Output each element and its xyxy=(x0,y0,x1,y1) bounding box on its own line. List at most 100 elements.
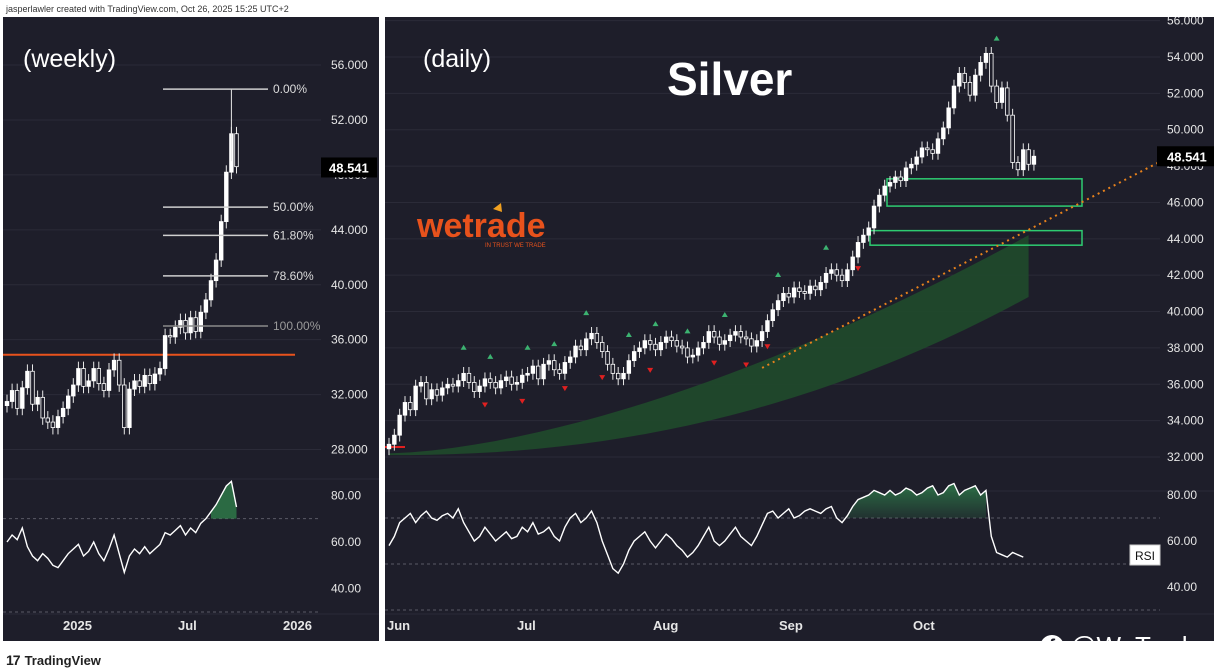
daily-candle xyxy=(504,376,509,382)
daily-chart-panel[interactable]: 56.00054.00052.00050.00048.00046.00044.0… xyxy=(385,17,1214,641)
daily-candle xyxy=(818,282,823,291)
daily-price-tick: 50.000 xyxy=(1167,123,1204,137)
weekly-last-price-tag xyxy=(321,157,377,178)
daily-chart-canvas[interactable]: 56.00054.00052.00050.00048.00046.00044.0… xyxy=(385,17,1214,641)
weekly-price-tick: 32.000 xyxy=(331,388,368,402)
daily-buy-signal-marker xyxy=(460,344,467,350)
daily-support-zone xyxy=(869,229,1083,246)
weekly-candle xyxy=(81,368,86,387)
daily-candle xyxy=(1005,87,1010,116)
weekly-rsi-tick: 40.00 xyxy=(331,582,361,596)
weekly-candle xyxy=(218,221,224,261)
daily-candle xyxy=(759,331,765,342)
weekly-price-tick: 40.000 xyxy=(331,278,368,292)
daily-candle xyxy=(669,336,674,342)
daily-candle xyxy=(690,354,696,358)
weekly-candle xyxy=(167,335,173,338)
daily-candle xyxy=(621,372,626,380)
fib-level-label: 78.60% xyxy=(273,269,314,283)
social-handle: f @WeTrade xyxy=(1040,631,1202,641)
daily-candle xyxy=(695,347,701,356)
daily-candle xyxy=(466,372,472,383)
daily-candle xyxy=(893,176,898,183)
weekly-candle xyxy=(20,387,25,409)
daily-candle xyxy=(973,74,978,96)
daily-candle xyxy=(850,256,855,271)
daily-candle xyxy=(935,138,941,154)
weekly-candle xyxy=(101,383,107,391)
daily-candle xyxy=(717,336,722,345)
weekly-candle xyxy=(208,280,214,301)
weekly-candle xyxy=(127,388,132,428)
weekly-candle xyxy=(147,374,152,385)
weekly-candle xyxy=(162,335,168,369)
daily-candle xyxy=(418,382,424,387)
daily-candle xyxy=(397,414,402,436)
daily-candle xyxy=(685,347,690,358)
daily-candle xyxy=(749,338,754,347)
daily-candle xyxy=(722,340,727,345)
daily-candle xyxy=(589,332,594,340)
daily-buy-signal-marker xyxy=(775,272,782,277)
weekly-candle xyxy=(66,395,71,409)
daily-candle xyxy=(1010,114,1015,163)
weekly-candle xyxy=(152,373,158,385)
daily-candle xyxy=(488,378,493,383)
weekly-candle xyxy=(86,380,91,387)
daily-rsi-tick: 60.00 xyxy=(1167,534,1197,548)
daily-candle xyxy=(605,351,610,365)
daily-candle xyxy=(903,167,909,182)
daily-price-tick: 44.000 xyxy=(1167,232,1204,246)
weekly-candle xyxy=(91,368,96,382)
daily-candle xyxy=(573,345,578,358)
weekly-candle xyxy=(55,416,61,428)
daily-candle xyxy=(631,351,637,362)
weekly-candle xyxy=(173,326,178,338)
daily-last-price-tag xyxy=(1157,146,1214,167)
daily-price-tick: 52.000 xyxy=(1167,86,1204,100)
daily-candle xyxy=(429,389,434,400)
daily-candle xyxy=(637,347,642,352)
weekly-candle xyxy=(96,368,101,385)
daily-candle xyxy=(919,147,925,158)
daily-candle xyxy=(514,382,520,385)
daily-time-tick: Jul xyxy=(517,618,536,633)
daily-title: (daily) xyxy=(423,45,491,73)
daily-candle xyxy=(941,127,946,140)
weekly-candle xyxy=(213,259,219,282)
daily-candle xyxy=(498,380,504,389)
daily-candle xyxy=(839,274,845,282)
daily-candle xyxy=(791,287,797,298)
daily-candle xyxy=(525,372,530,376)
daily-candle xyxy=(552,360,557,371)
weekly-chart-panel[interactable]: 56.00052.00048.00044.00040.00036.00032.0… xyxy=(3,17,379,641)
tradingview-footer[interactable]: 17 TradingView xyxy=(6,652,101,668)
weekly-chart-canvas[interactable]: 56.00052.00048.00044.00040.00036.00032.0… xyxy=(3,17,379,641)
daily-candle xyxy=(440,387,445,396)
weekly-price-tick: 56.000 xyxy=(331,58,368,72)
daily-candle xyxy=(775,300,781,311)
weekly-candle xyxy=(106,369,112,391)
weekly-candle xyxy=(60,407,66,417)
daily-candle xyxy=(386,443,392,450)
weekly-candle xyxy=(137,380,142,387)
daily-buy-signal-marker xyxy=(625,332,632,337)
daily-support-zone xyxy=(886,178,1083,207)
daily-sell-signal-marker xyxy=(561,386,568,392)
daily-candle xyxy=(925,147,930,151)
weekly-candle xyxy=(157,368,163,375)
svg-text:IN TRUST WE TRADE: IN TRUST WE TRADE xyxy=(485,243,546,249)
daily-candle xyxy=(424,382,429,400)
daily-candle xyxy=(594,332,600,343)
daily-price-tick: 54.000 xyxy=(1167,50,1204,64)
daily-sell-signal-marker xyxy=(599,375,606,381)
daily-candle xyxy=(568,356,573,363)
daily-candle xyxy=(727,334,733,342)
daily-sell-signal-marker xyxy=(647,367,654,373)
daily-last-price: 48.541 xyxy=(1167,149,1207,164)
daily-sell-signal-marker xyxy=(711,360,718,366)
daily-candle xyxy=(482,378,488,387)
weekly-price-tick: 28.000 xyxy=(331,443,368,457)
weekly-candle xyxy=(9,390,15,402)
daily-price-tick: 40.000 xyxy=(1167,305,1204,319)
